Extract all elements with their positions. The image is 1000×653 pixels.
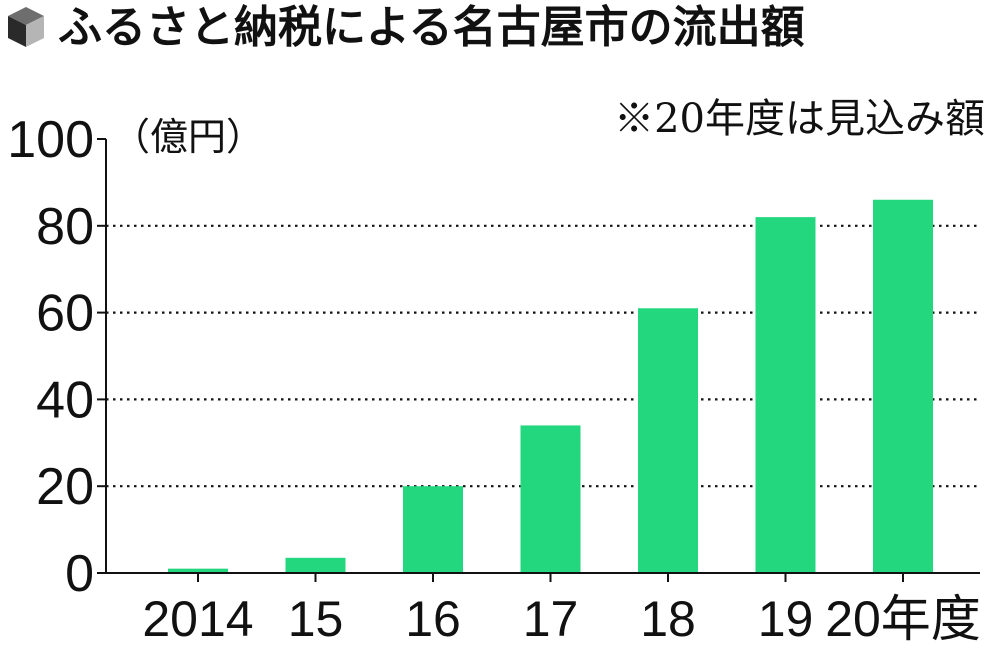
bar <box>873 199 933 573</box>
bar <box>755 217 816 573</box>
bar <box>638 308 698 573</box>
grid-layer <box>106 224 980 488</box>
y-tick-labels: 0 20 40 60 80 100 <box>7 111 94 603</box>
x-tick-label: 19 <box>758 591 814 647</box>
x-tick-label: 15 <box>288 591 344 647</box>
y-tick-label: 20 <box>36 458 94 516</box>
y-tick-label: 40 <box>36 371 94 429</box>
y-tick-label: 60 <box>36 285 94 343</box>
x-tick-label: 17 <box>523 591 579 647</box>
x-tick-label: 2014 <box>142 591 253 647</box>
chart-note: ※20年度は見込み額 <box>614 96 985 142</box>
bars <box>168 199 933 573</box>
bar <box>403 486 463 573</box>
bar <box>285 557 346 573</box>
y-axis-unit-label: （億円） <box>112 115 264 159</box>
bar <box>168 568 228 573</box>
x-tick-label: 18 <box>640 591 696 647</box>
y-tick-label: 100 <box>7 111 94 169</box>
x-tick-label: 16 <box>405 591 461 647</box>
y-tick-label: 0 <box>65 545 94 603</box>
y-tick-label: 80 <box>36 198 94 256</box>
cube-icon <box>8 7 44 47</box>
x-tick-labels: 2014 15 16 17 18 19 20年度 <box>142 591 980 647</box>
bar <box>520 425 581 573</box>
chart-title: ふるさと納税による名古屋市の流出額 <box>58 2 805 53</box>
axes <box>97 138 980 582</box>
x-tick-label: 20年度 <box>825 591 981 647</box>
